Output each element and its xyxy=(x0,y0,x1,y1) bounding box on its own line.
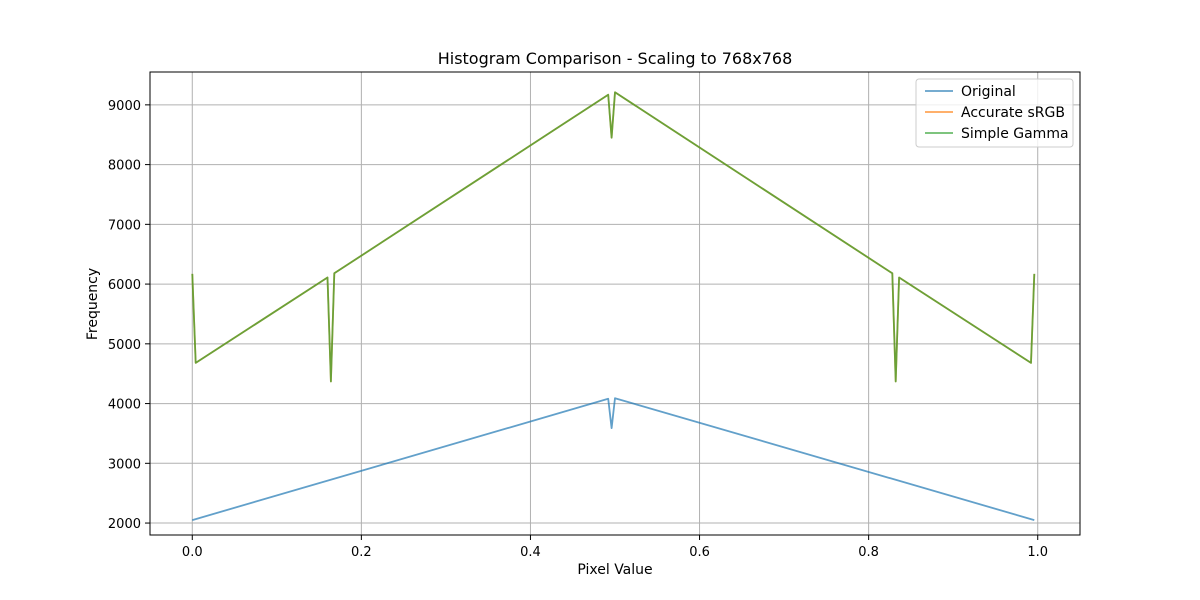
x-axis-label: Pixel Value xyxy=(577,562,652,578)
x-tick-label: 0.4 xyxy=(520,545,541,560)
plot-frame xyxy=(149,71,1081,536)
series-line-original xyxy=(192,397,1035,521)
y-axis-label: Frequency xyxy=(85,268,101,340)
x-tick-label: 1.0 xyxy=(1027,545,1048,560)
y-tick-label: 6000 xyxy=(108,278,141,293)
y-tick-label: 3000 xyxy=(108,457,141,472)
y-tick-label: 8000 xyxy=(108,159,141,174)
legend-label-accurate-srgb: Accurate sRGB xyxy=(961,105,1065,121)
y-tick-label: 4000 xyxy=(108,398,141,413)
y-tick-label: 7000 xyxy=(108,218,141,233)
y-tick-label: 2000 xyxy=(108,517,141,532)
series-layer xyxy=(191,91,1036,521)
ticks-layer: 0.0 0.2 0.4 0.6 0.8 1.0 2000 3000 4000 5000 6000 70… xyxy=(108,99,1048,560)
legend: Original Accurate sRGB Simple Gamma xyxy=(915,78,1074,148)
legend-label-original: Original xyxy=(961,84,1016,100)
y-tick-label: 5000 xyxy=(108,338,141,353)
y-tick-label: 9000 xyxy=(108,99,141,114)
x-tick-label: 0.6 xyxy=(689,545,710,560)
x-tick-label: 0.0 xyxy=(182,545,203,560)
legend-box xyxy=(915,78,1074,148)
chart-title: Histogram Comparison - Scaling to 768x76… xyxy=(438,49,793,68)
legend-label-simple-gamma: Simple Gamma xyxy=(961,126,1069,142)
x-tick-label: 0.8 xyxy=(858,545,879,560)
x-tick-label: 0.2 xyxy=(351,545,372,560)
series-line-simple-gamma xyxy=(191,91,1036,383)
grid-layer xyxy=(150,72,1080,535)
